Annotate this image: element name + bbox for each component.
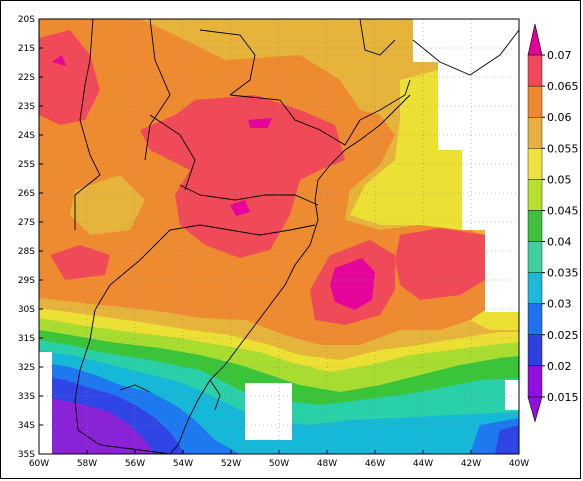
map-field: [39, 19, 519, 454]
lon-tick-label: 58W: [77, 459, 97, 469]
colorbar-label: 0.07: [547, 49, 572, 62]
coastline-borders: [74, 19, 519, 454]
colorbar-segment: [527, 54, 543, 87]
colorbar-segment: [527, 272, 543, 304]
lat-tick-label: 33S: [18, 392, 35, 402]
lat-tick-label: 32S: [18, 363, 35, 373]
lat-tick-label: 30S: [18, 305, 35, 315]
lat-tick-label: 28S: [18, 247, 35, 257]
lon-tick-label: 50W: [269, 459, 289, 469]
lat-tick-label: 34S: [18, 421, 35, 431]
field-darkblue-se: [495, 425, 519, 454]
field-band-purple: [39, 395, 155, 454]
lon-tick-label: 46W: [365, 459, 385, 469]
lat-tick-label: 23S: [18, 102, 35, 112]
field-gold-patch-1: [70, 175, 145, 235]
lat-tick-label: 27S: [18, 218, 35, 228]
missing-data-ne: [413, 19, 519, 454]
colorbar-segment: [527, 365, 543, 398]
lon-tick-label: 52W: [221, 459, 241, 469]
colorbar-top-arrow: [527, 23, 543, 56]
colorbar-segment: [527, 148, 543, 180]
field-magenta-4: [52, 55, 66, 66]
longitude-labels: 60W 58W 56W 54W 52W 50W 48W 46W 44W 42W 40W: [29, 450, 529, 469]
missing-data-se: [505, 380, 519, 410]
latitude-labels: 20S 21S 22S 23S 24S 25S 26S 27S 28S 29S 30S 31S 32S 3…: [18, 15, 43, 460]
lon-tick-label: 44W: [413, 459, 433, 469]
lat-tick-label: 25S: [18, 160, 35, 170]
colorbar-segment: [527, 210, 543, 242]
colorbar-label: 0.04: [547, 236, 572, 249]
colorbar-label: 0.03: [547, 298, 572, 311]
colorbar-label: 0.065: [547, 80, 579, 93]
colorbar-segment: [527, 179, 543, 211]
lon-tick-label: 56W: [125, 459, 145, 469]
lat-tick-label: 24S: [18, 131, 35, 141]
colorbar-segment: [527, 334, 543, 367]
field-red-nw: [39, 30, 100, 125]
colorbar-bottom-arrow: [527, 396, 543, 423]
colorbar-label: 0.05: [547, 173, 572, 186]
missing-data-central: [245, 383, 292, 440]
lon-tick-label: 54W: [173, 459, 193, 469]
colorbar-segment: [527, 303, 543, 335]
colorbar-label: 0.025: [547, 329, 579, 342]
colorbar-label: 0.015: [547, 391, 579, 404]
field-yellow-east: [350, 70, 462, 230]
field-red-east-2: [395, 228, 485, 300]
field-magenta-1: [330, 258, 375, 310]
missing-data-sw: [39, 352, 52, 454]
lat-tick-label: 35S: [18, 450, 35, 460]
colorbar-label: 0.045: [547, 204, 579, 217]
colorbar-label: 0.035: [547, 267, 579, 280]
field-magenta-2: [248, 118, 272, 128]
field-magenta-3: [230, 200, 250, 216]
colorbar-segment: [527, 85, 543, 118]
lon-tick-label: 60W: [29, 459, 49, 469]
field-gold-patch-2: [300, 20, 380, 65]
field-red-sw: [50, 245, 110, 280]
lat-tick-label: 20S: [18, 15, 35, 25]
map-grid: [39, 19, 519, 454]
lon-tick-label: 42W: [461, 459, 481, 469]
lon-tick-label: 48W: [317, 459, 337, 469]
colorbar-segment: [527, 117, 543, 149]
field-red-central: [140, 95, 345, 258]
lat-tick-label: 31S: [18, 334, 35, 344]
lat-tick-label: 21S: [18, 44, 35, 54]
lon-tick-label: 40W: [509, 459, 529, 469]
lat-tick-label: 29S: [18, 276, 35, 286]
colorbar-segment: [527, 241, 543, 273]
colorbar-label: 0.06: [547, 111, 572, 124]
colorbar-label: 0.02: [547, 360, 572, 373]
colorbar: 0.07 0.065 0.06 0.055 0.05 0.045 0.04 0.035 0.03…: [527, 23, 579, 423]
lat-tick-label: 22S: [18, 73, 35, 83]
lat-tick-label: 26S: [18, 189, 35, 199]
colorbar-label: 0.055: [547, 142, 579, 155]
